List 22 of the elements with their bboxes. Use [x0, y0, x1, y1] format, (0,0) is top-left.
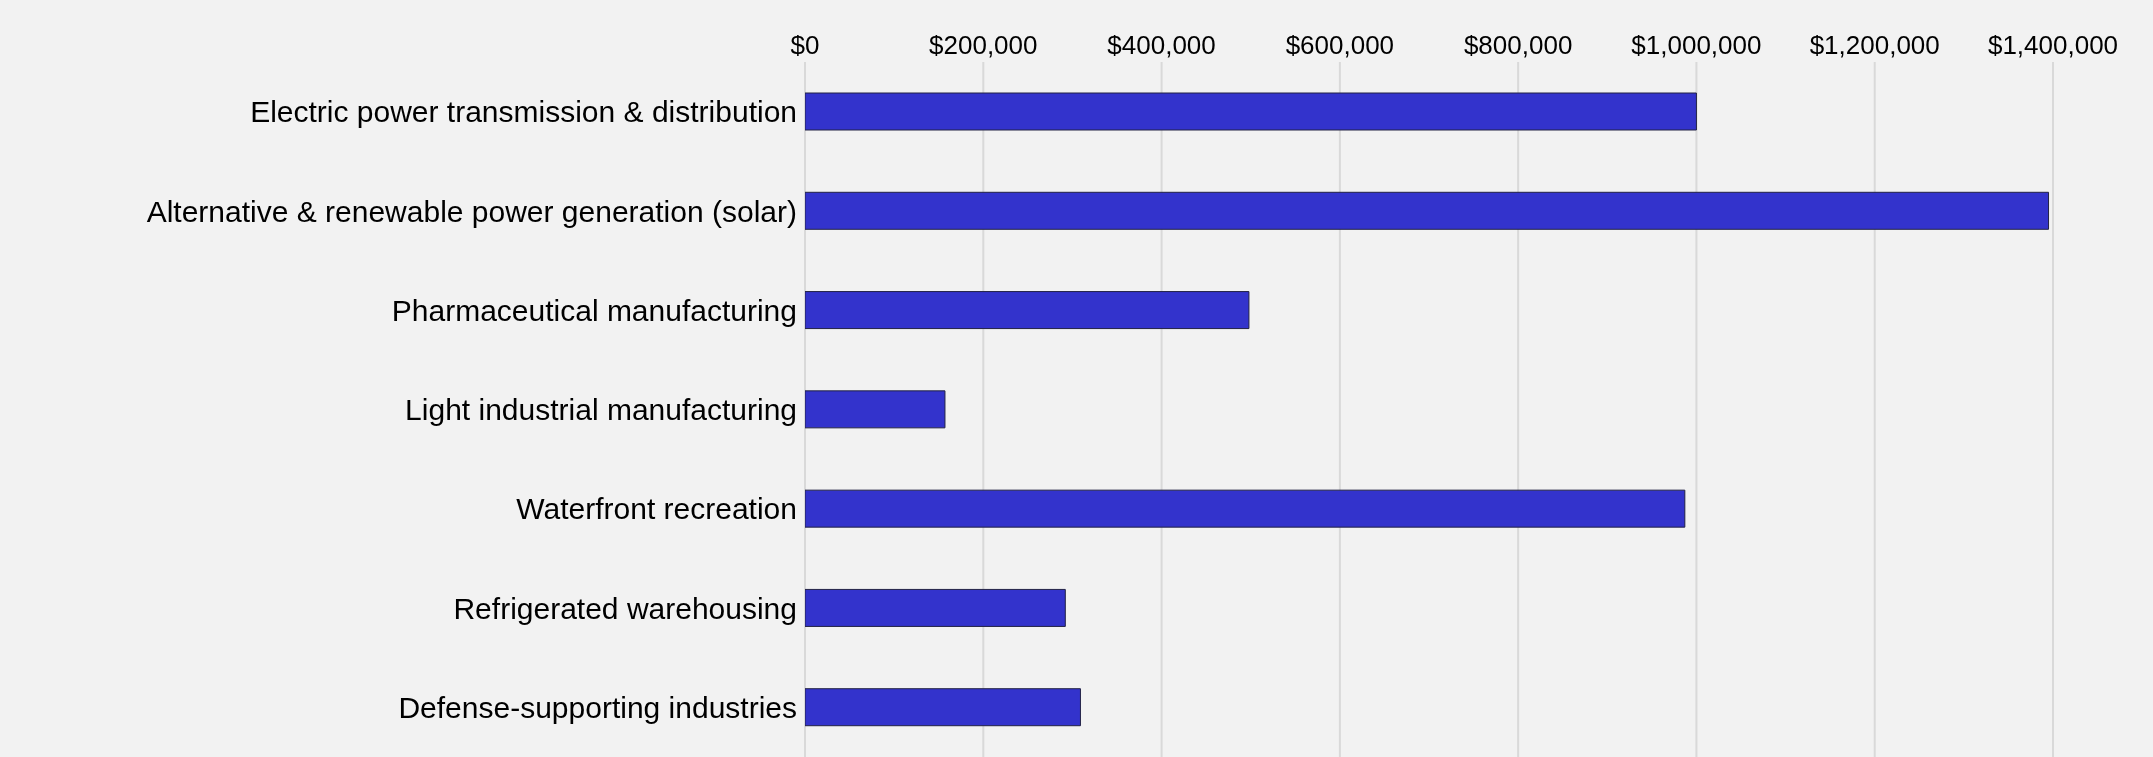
- x-tick-label: $0: [790, 30, 820, 60]
- bar: [805, 92, 1697, 131]
- y-tick-label: Pharmaceutical manufacturing: [391, 293, 797, 327]
- x-tick-label: $600,000: [1285, 30, 1395, 60]
- y-tick-label: Electric power transmission & distribution: [250, 95, 797, 129]
- bar: [805, 390, 946, 429]
- bar: [805, 688, 1081, 727]
- x-tick-label: $400,000: [1107, 30, 1216, 60]
- x-tick-label: $1,200,000: [1809, 30, 1940, 60]
- x-tick-label: $1,000,000: [1631, 30, 1762, 60]
- y-tick-label: Light industrial manufacturing: [405, 393, 797, 427]
- y-tick-label: Refrigerated warehousing: [453, 591, 797, 625]
- y-tick-label: Alternative & renewable power generation (solar): [146, 194, 797, 228]
- y-tick-label: Waterfront recreation: [516, 492, 797, 526]
- x-tick-label: $800,000: [1463, 30, 1573, 60]
- bar: [805, 489, 1686, 528]
- bar: [805, 291, 1250, 330]
- x-tick-label: $1,400,000: [1987, 30, 2119, 60]
- bar: [805, 191, 2050, 230]
- bar: [805, 588, 1066, 627]
- x-tick-label: $200,000: [929, 30, 1038, 60]
- y-tick-label: Defense-supporting industries: [398, 691, 797, 725]
